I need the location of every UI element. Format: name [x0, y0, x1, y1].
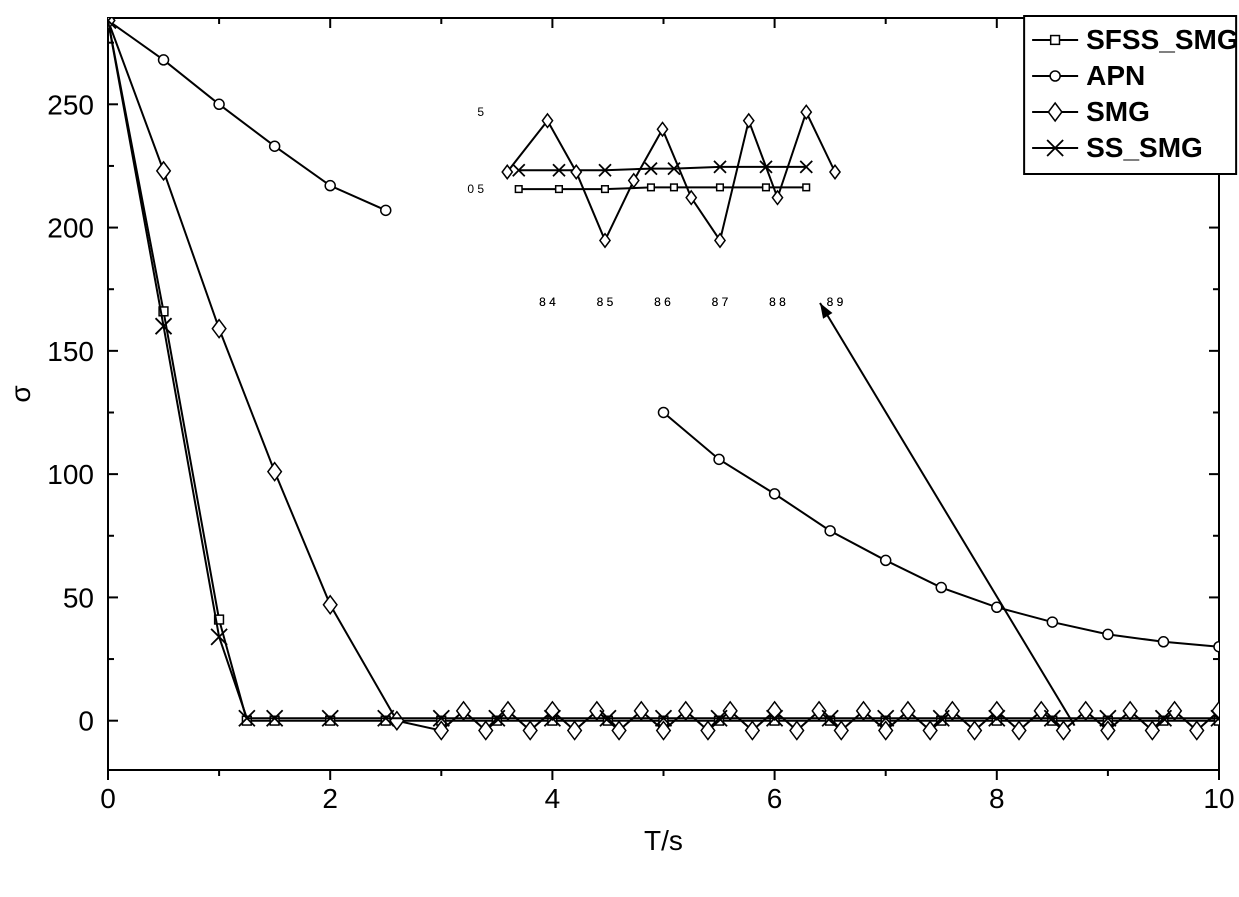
chart-container: 0246810050100150200250T/sσ8 48 58 68 78 … — [0, 0, 1239, 897]
x-tick-label: 6 — [767, 783, 783, 814]
y-tick-label: 250 — [47, 89, 94, 120]
x-tick-label: 0 — [100, 783, 116, 814]
zoom-arrow-icon — [820, 303, 1075, 726]
inset-chart: 8 48 58 68 78 88 98 48 58 68 78 88 90 55 — [467, 105, 843, 309]
x-axis-label: T/s — [644, 825, 683, 856]
x-tick-label: 4 — [545, 783, 561, 814]
inset-y-tick-label: 5 — [477, 105, 484, 119]
x-tick-label: 8 — [989, 783, 1005, 814]
series-sfss-inset — [515, 184, 809, 192]
legend-item-apn: APN — [1086, 60, 1145, 91]
y-axis-label: σ — [5, 385, 36, 402]
legend-item-smg: SMG — [1086, 96, 1150, 127]
y-tick-label: 0 — [78, 706, 94, 737]
svg-text:8 5: 8 5 — [597, 295, 614, 309]
legend: SFSS_SMG APN SMG SS_SMG — [1024, 16, 1238, 174]
svg-text:8 9: 8 9 — [827, 295, 844, 309]
svg-text:8 4: 8 4 — [539, 295, 556, 309]
svg-text:8 8: 8 8 — [769, 295, 786, 309]
inset-y-tick-label: 0 5 — [467, 182, 484, 196]
y-tick-label: 200 — [47, 213, 94, 244]
svg-text:8 7: 8 7 — [712, 295, 729, 309]
x-tick-label: 2 — [322, 783, 338, 814]
chart-svg: 0246810050100150200250T/sσ8 48 58 68 78 … — [0, 0, 1239, 897]
x-tick-label: 10 — [1203, 783, 1234, 814]
y-tick-label: 100 — [47, 459, 94, 490]
y-tick-label: 50 — [63, 582, 94, 613]
legend-item-sfss: SFSS_SMG — [1086, 24, 1238, 55]
svg-text:8 6: 8 6 — [654, 295, 671, 309]
y-tick-label: 150 — [47, 336, 94, 367]
legend-item-ss: SS_SMG — [1086, 132, 1203, 163]
series-smg-inset — [502, 105, 840, 247]
